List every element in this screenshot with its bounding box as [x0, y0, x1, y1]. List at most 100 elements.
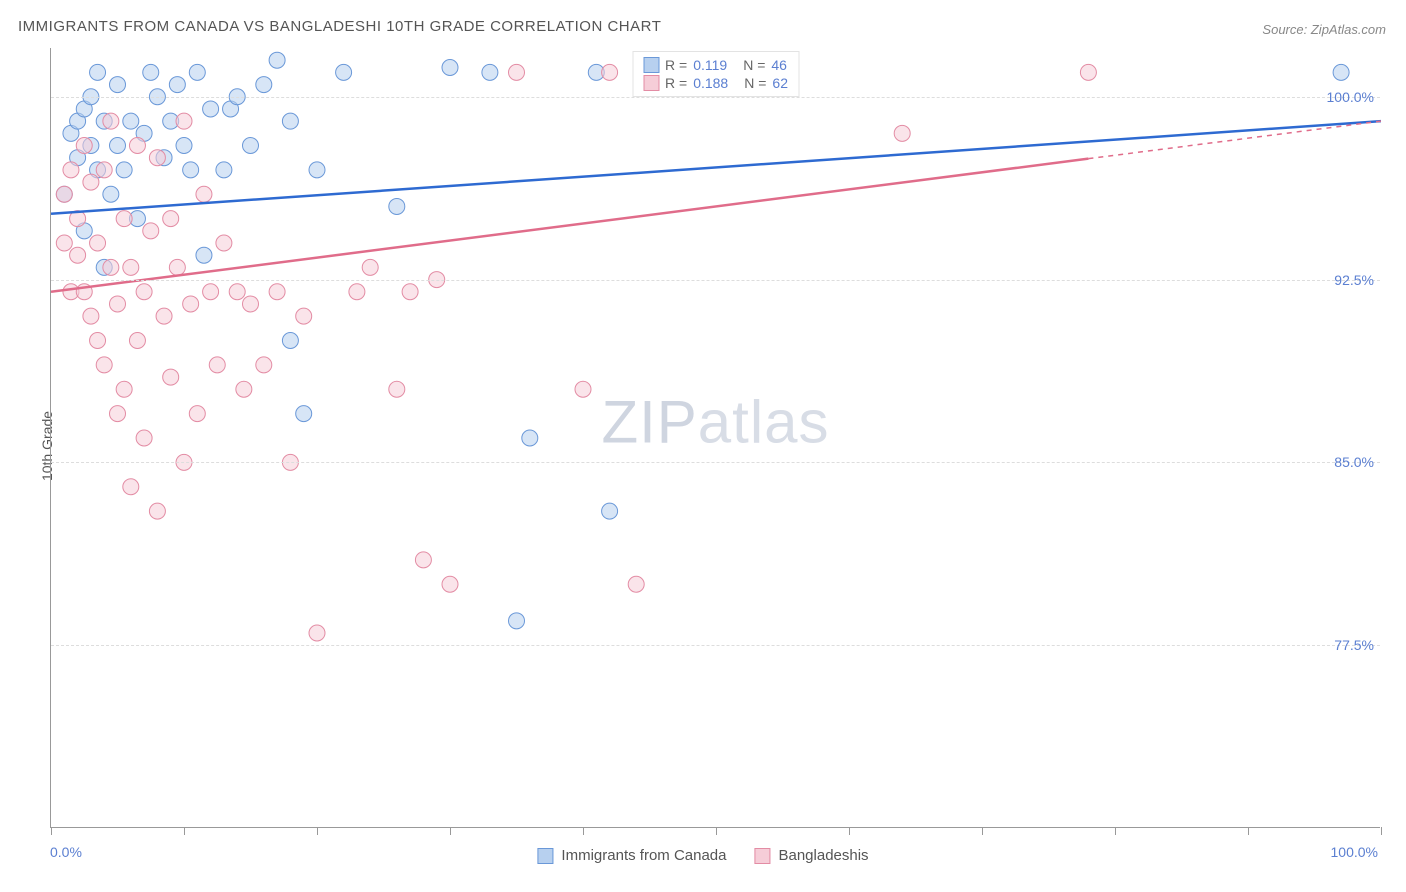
scatter-point: [110, 138, 126, 154]
scatter-point: [336, 64, 352, 80]
x-tick: [317, 827, 318, 835]
scatter-point: [103, 259, 119, 275]
x-tick: [450, 827, 451, 835]
legend-stats: R = 0.119 N = 46 R = 0.188 N = 62: [632, 51, 799, 97]
scatter-point: [129, 333, 145, 349]
legend-r-value: 0.188: [693, 75, 728, 91]
scatter-point: [628, 576, 644, 592]
legend-item: Immigrants from Canada: [537, 847, 726, 864]
scatter-point: [183, 296, 199, 312]
x-tick: [51, 827, 52, 835]
scatter-point: [176, 113, 192, 129]
x-tick: [716, 827, 717, 835]
scatter-point: [116, 381, 132, 397]
scatter-point: [196, 186, 212, 202]
scatter-point: [163, 369, 179, 385]
scatter-point: [176, 138, 192, 154]
scatter-point: [442, 576, 458, 592]
grid-line: [51, 645, 1380, 646]
scatter-point: [149, 150, 165, 166]
scatter-point: [103, 186, 119, 202]
scatter-point: [415, 552, 431, 568]
scatter-point: [149, 503, 165, 519]
scatter-point: [143, 223, 159, 239]
scatter-point: [389, 198, 405, 214]
scatter-point: [389, 381, 405, 397]
legend-n-label: N =: [744, 75, 766, 91]
scatter-point: [243, 296, 259, 312]
scatter-point: [243, 138, 259, 154]
source-attribution: Source: ZipAtlas.com: [1262, 22, 1386, 37]
legend-n-label: N =: [743, 57, 765, 73]
scatter-point: [203, 284, 219, 300]
scatter-point: [189, 406, 205, 422]
x-tick: [583, 827, 584, 835]
scatter-point: [56, 235, 72, 251]
y-tick-label: 92.5%: [1334, 272, 1374, 288]
scatter-point: [90, 64, 106, 80]
legend-series: Immigrants from Canada Bangladeshis: [537, 847, 868, 864]
scatter-point: [229, 284, 245, 300]
scatter-point: [110, 296, 126, 312]
scatter-point: [296, 406, 312, 422]
legend-stats-row: R = 0.188 N = 62: [643, 74, 788, 92]
legend-item: Bangladeshis: [754, 847, 868, 864]
scatter-point: [123, 479, 139, 495]
scatter-point: [163, 211, 179, 227]
legend-n-value: 46: [771, 57, 787, 73]
x-tick: [849, 827, 850, 835]
scatter-point: [96, 357, 112, 373]
y-tick-label: 77.5%: [1334, 637, 1374, 653]
scatter-point: [256, 357, 272, 373]
scatter-point: [136, 284, 152, 300]
legend-r-label: R =: [665, 75, 687, 91]
scatter-point: [110, 77, 126, 93]
scatter-point: [203, 101, 219, 117]
scatter-point: [1333, 64, 1349, 80]
scatter-point: [509, 64, 525, 80]
plot-area: ZIPatlas R = 0.119 N = 46 R = 0.188 N = …: [50, 48, 1380, 828]
scatter-point: [143, 64, 159, 80]
x-tick: [1381, 827, 1382, 835]
scatter-point: [236, 381, 252, 397]
scatter-point: [362, 259, 378, 275]
scatter-point: [83, 174, 99, 190]
scatter-point: [110, 406, 126, 422]
scatter-point: [183, 162, 199, 178]
scatter-point: [83, 308, 99, 324]
scatter-point: [309, 625, 325, 641]
scatter-point: [123, 259, 139, 275]
scatter-point: [309, 162, 325, 178]
legend-swatch-pink: [643, 75, 659, 91]
legend-label: Bangladeshis: [778, 847, 868, 864]
scatter-point: [522, 430, 538, 446]
legend-swatch-pink: [754, 848, 770, 864]
scatter-point: [189, 64, 205, 80]
scatter-svg: [51, 48, 1381, 828]
legend-swatch-blue: [643, 57, 659, 73]
scatter-point: [196, 247, 212, 263]
scatter-point: [282, 333, 298, 349]
scatter-point: [575, 381, 591, 397]
scatter-point: [482, 64, 498, 80]
scatter-point: [296, 308, 312, 324]
chart-title: IMMIGRANTS FROM CANADA VS BANGLADESHI 10…: [18, 18, 661, 35]
trend-line: [51, 121, 1381, 214]
scatter-point: [256, 77, 272, 93]
scatter-point: [602, 64, 618, 80]
x-tick: [982, 827, 983, 835]
scatter-point: [402, 284, 418, 300]
scatter-point: [70, 247, 86, 263]
scatter-point: [602, 503, 618, 519]
x-tick: [184, 827, 185, 835]
scatter-point: [349, 284, 365, 300]
scatter-point: [90, 333, 106, 349]
scatter-point: [116, 162, 132, 178]
legend-r-label: R =: [665, 57, 687, 73]
scatter-point: [156, 308, 172, 324]
trend-line-dashed: [1088, 121, 1381, 159]
legend-label: Immigrants from Canada: [561, 847, 726, 864]
source-label: Source:: [1262, 22, 1307, 37]
scatter-point: [96, 162, 112, 178]
y-tick-label: 85.0%: [1334, 454, 1374, 470]
